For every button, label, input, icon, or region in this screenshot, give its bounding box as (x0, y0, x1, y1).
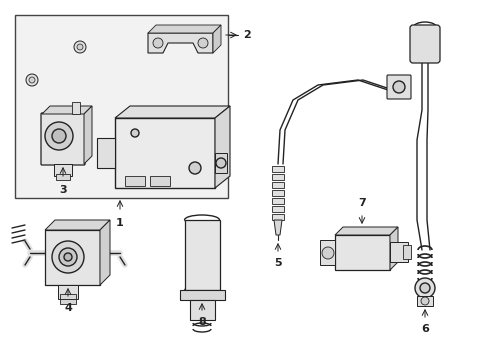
Bar (190, 300, 215, 320)
Circle shape (216, 158, 225, 168)
Text: 4: 4 (64, 303, 72, 313)
Text: 1: 1 (116, 218, 123, 228)
FancyBboxPatch shape (41, 113, 85, 165)
FancyBboxPatch shape (409, 25, 439, 63)
Polygon shape (148, 33, 213, 53)
Polygon shape (115, 106, 229, 118)
Circle shape (64, 253, 72, 261)
Circle shape (131, 129, 139, 137)
Text: 6: 6 (420, 324, 428, 334)
Bar (271, 190, 284, 196)
Bar (58, 285, 78, 299)
Circle shape (45, 122, 73, 150)
Bar (54, 164, 72, 176)
Polygon shape (180, 290, 224, 300)
Circle shape (189, 162, 201, 174)
Circle shape (74, 41, 86, 53)
Bar (271, 214, 284, 220)
Bar (60, 299, 76, 304)
Circle shape (392, 81, 404, 93)
Polygon shape (84, 106, 92, 164)
Polygon shape (273, 220, 282, 235)
Polygon shape (215, 106, 229, 188)
Polygon shape (42, 106, 92, 114)
Circle shape (77, 44, 83, 50)
Bar (184, 220, 220, 290)
Text: 8: 8 (198, 317, 205, 327)
Bar (271, 166, 284, 172)
Circle shape (29, 77, 35, 83)
Bar (150, 176, 170, 186)
Bar (15, 15, 227, 198)
Bar (215, 153, 226, 173)
Circle shape (414, 278, 434, 298)
Polygon shape (213, 25, 221, 53)
Bar (115, 118, 215, 188)
Polygon shape (100, 220, 110, 285)
FancyBboxPatch shape (386, 75, 410, 99)
Circle shape (321, 247, 333, 259)
Circle shape (26, 74, 38, 86)
Bar (389, 242, 407, 262)
Bar (271, 198, 284, 204)
Bar (271, 206, 284, 212)
Bar (402, 245, 410, 259)
Polygon shape (148, 25, 221, 33)
Circle shape (52, 129, 66, 143)
Bar (319, 240, 334, 265)
Bar (271, 182, 284, 188)
Bar (97, 138, 115, 168)
Circle shape (153, 38, 163, 48)
Text: 7: 7 (357, 198, 365, 208)
Text: 3: 3 (59, 185, 67, 195)
Text: 2: 2 (243, 30, 250, 40)
Circle shape (198, 38, 207, 48)
Circle shape (419, 283, 429, 293)
Bar (60, 294, 76, 299)
Bar (45, 230, 100, 285)
Polygon shape (334, 227, 397, 235)
Polygon shape (45, 220, 110, 230)
Circle shape (59, 248, 77, 266)
Bar (271, 174, 284, 180)
Bar (125, 176, 145, 186)
Bar (334, 235, 389, 270)
Text: 5: 5 (274, 258, 281, 268)
Polygon shape (389, 227, 397, 270)
Bar (72, 102, 80, 114)
Bar (56, 174, 70, 180)
Bar (416, 296, 432, 306)
Circle shape (420, 297, 428, 305)
Circle shape (52, 241, 84, 273)
